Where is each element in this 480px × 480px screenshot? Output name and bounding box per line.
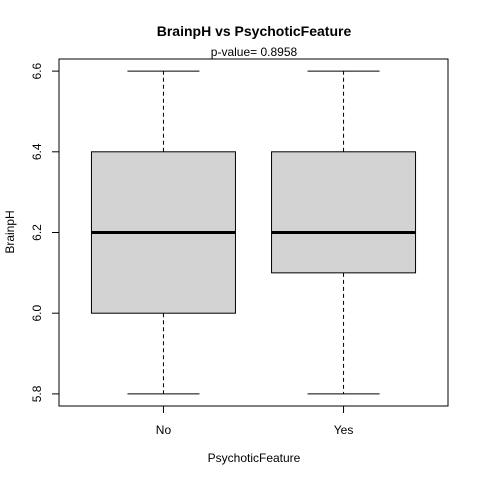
y-tick-label: 5.8 — [30, 385, 44, 402]
y-tick-label: 6.4 — [30, 143, 44, 160]
x-tick-label: No — [156, 423, 172, 437]
y-axis-label: BrainpH — [3, 210, 17, 253]
boxes-layer — [90, 70, 417, 395]
iqr-box — [271, 151, 417, 274]
y-tick-label: 6.2 — [30, 224, 44, 241]
y-axis: 5.8 6.0 6.2 6.4 6.6 — [30, 62, 60, 402]
y-tick-label: 6.6 — [30, 62, 44, 79]
x-tick-label: Yes — [334, 423, 354, 437]
x-axis-label: PsychoticFeature — [208, 451, 301, 465]
box-yes — [271, 70, 417, 395]
y-tick-label: 6.0 — [30, 305, 44, 322]
chart-title: BrainpH vs PsychoticFeature — [157, 23, 352, 39]
x-axis: No Yes — [156, 405, 354, 437]
box-no — [90, 70, 236, 395]
chart-subtitle: p-value= 0.8958 — [211, 45, 298, 59]
